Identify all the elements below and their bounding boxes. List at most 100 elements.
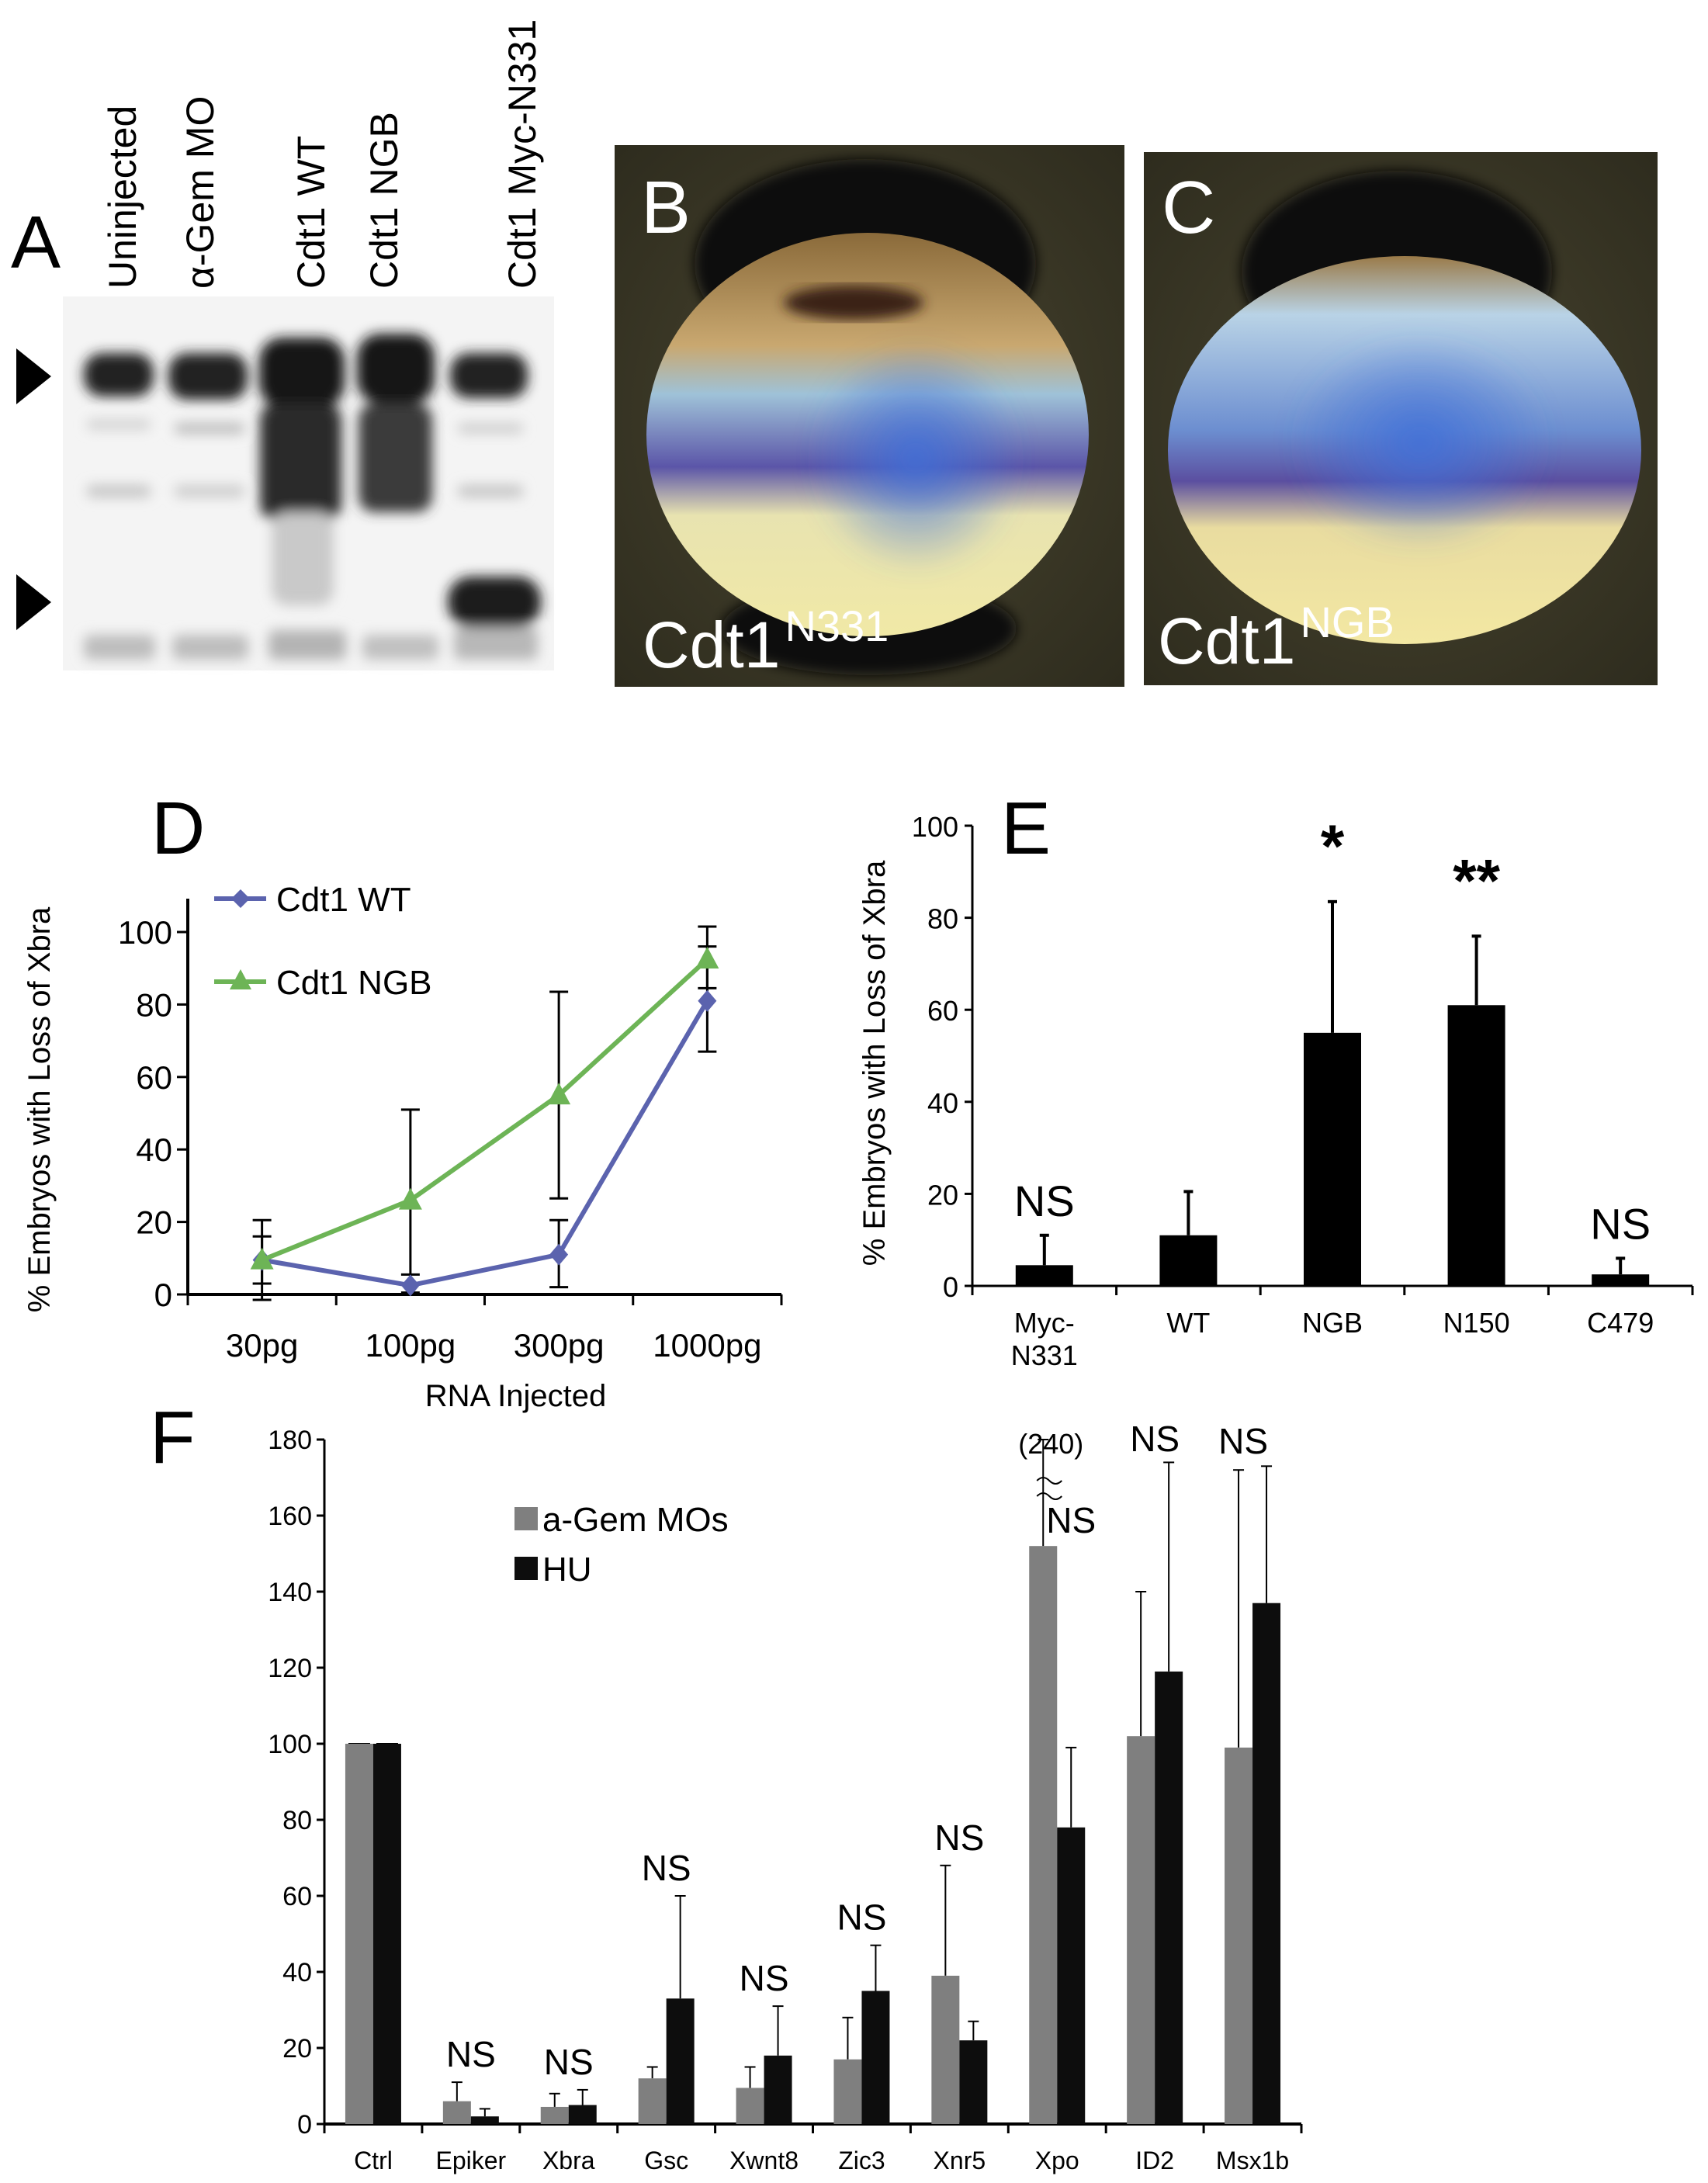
y-tick-label: 100 <box>118 914 172 951</box>
significance-label: NS <box>1130 1419 1180 1459</box>
significance-label: * <box>1321 812 1345 880</box>
bar <box>1447 1005 1505 1286</box>
panel-e-letter: E <box>1001 787 1051 870</box>
data-point-diamond <box>698 989 717 1012</box>
y-tick-label: 20 <box>282 2034 312 2063</box>
significance-label: NS <box>837 1897 886 1938</box>
label-main: Cdt1 <box>643 608 780 681</box>
bar-hu <box>568 2105 597 2124</box>
x-tick-label: NGB <box>1302 1307 1363 1339</box>
series-line-0 <box>262 1000 709 1288</box>
gel-bands <box>84 334 541 660</box>
panel-c-letter: C <box>1162 166 1215 249</box>
y-tick-label: 40 <box>136 1131 172 1168</box>
x-tick-label: 100pg <box>365 1327 456 1364</box>
x-tick-label: Epiker <box>435 2147 506 2174</box>
x-tick-label: WT <box>1166 1307 1210 1339</box>
y-tick-label: 40 <box>282 1958 312 1987</box>
panel-b-letter: B <box>641 166 691 249</box>
x-tick-label: Msx1b <box>1216 2147 1289 2174</box>
break-value-label: (240) <box>1018 1428 1083 1460</box>
smear-ngb <box>359 404 432 512</box>
y-tick-label: 0 <box>154 1277 172 1313</box>
x-tick-label: Xwnt8 <box>729 2147 799 2174</box>
significance-label: NS <box>1014 1176 1075 1225</box>
x-tick-label: Xnr5 <box>934 2147 986 2174</box>
x-tick-label: Xpo <box>1035 2147 1079 2174</box>
y-tick-label: 80 <box>282 1806 312 1835</box>
lane-label: Uninjected <box>101 106 144 289</box>
faint-band <box>458 423 523 434</box>
panel-c-label: Cdt1 NGB <box>1158 598 1394 677</box>
panel-a: A Uninjected α-Gem MO Cdt1 WT Cdt1 NGB Cdt1 … <box>11 19 554 670</box>
y-tick-label: 60 <box>927 995 958 1027</box>
y-axis-title: % Embryos with Loss of Xbra <box>857 860 892 1266</box>
faint-band <box>175 423 244 434</box>
panel-d-letter: D <box>151 787 205 870</box>
bar-agem <box>345 1744 373 2124</box>
chart-d: D 0 20 40 60 80 100 30pg 100pg 300pg 1000pg RNA In… <box>23 787 783 1413</box>
bottom-band <box>84 635 155 660</box>
x-tick-label: Zic3 <box>838 2147 885 2174</box>
bar-hu <box>861 1991 890 2124</box>
bar-hu <box>764 2055 792 2124</box>
x-tick-label: Gsc <box>644 2147 688 2174</box>
y-tick-label: 40 <box>927 1087 958 1119</box>
bar-hu <box>1155 1671 1183 2124</box>
panel-f-letter: F <box>150 1396 196 1479</box>
chart-e: E 0 20 40 60 80 100 % Embryos with Loss of Xbr… <box>857 787 1694 1371</box>
significance-label: NS <box>740 1958 789 1998</box>
bar-agem <box>833 2059 862 2124</box>
y-tick-label: 60 <box>136 1059 172 1096</box>
significance-label: NS <box>1218 1421 1268 1461</box>
band-myc-lower <box>448 577 541 627</box>
y-tick-label: 0 <box>943 1271 958 1303</box>
x-tick-label: 300pg <box>514 1327 605 1364</box>
x-tick-label: N150 <box>1443 1307 1510 1339</box>
x-axis-title: RNA Injected <box>425 1379 606 1413</box>
bar-agem <box>442 2101 471 2124</box>
y-tick-label: 20 <box>136 1204 172 1241</box>
label-sup: N331 <box>785 601 889 650</box>
panel-c: C Cdt1 NGB <box>1144 152 1658 685</box>
bar-agem <box>540 2106 569 2124</box>
label-main: Cdt1 <box>1158 605 1295 677</box>
y-tick-label: 100 <box>912 811 958 843</box>
y-axis-title: % Embryos with Loss of Xbra <box>23 906 57 1312</box>
legend-label: Cdt1 NGB <box>276 964 432 1002</box>
data-point-diamond <box>549 1243 569 1266</box>
significance-label: NS <box>934 1817 984 1858</box>
faint-band <box>458 485 523 497</box>
lane-labels: Uninjected α-Gem MO Cdt1 WT Cdt1 NGB Cdt1 My… <box>101 19 544 289</box>
smear-wt-tail <box>272 512 334 605</box>
panel-b-label: Cdt1 N331 <box>643 601 889 681</box>
bar-agem <box>931 1975 960 2124</box>
faint-band <box>87 419 151 430</box>
chart-f: F 0 20 40 60 80 100 120 140 160 180 Ctrl Epiker Xbra… <box>150 1396 1303 2174</box>
bar-agem <box>638 2078 667 2124</box>
x-tick-label: C479 <box>1587 1307 1654 1339</box>
significance-label: NS <box>642 1848 691 1888</box>
bottom-band <box>172 635 248 660</box>
y-tick-label: 0 <box>297 2110 312 2140</box>
arrow-upper-icon <box>16 348 51 404</box>
legend-marker-triangle <box>230 969 251 989</box>
smear-wt <box>260 404 341 520</box>
y-tick-label: 100 <box>268 1730 312 1759</box>
legend-marker-diamond <box>231 889 250 908</box>
significance-label: NS <box>1590 1199 1651 1248</box>
significance-label: NS <box>544 2042 594 2082</box>
legend-label: Cdt1 WT <box>276 881 411 919</box>
x-tick-label: ID2 <box>1135 2147 1174 2174</box>
x-tick-label: N331 <box>1011 1339 1078 1371</box>
data-point-triangle <box>695 947 719 969</box>
stain <box>1288 334 1552 551</box>
legend-swatch-hu <box>514 1557 538 1580</box>
x-tick-label: 30pg <box>226 1327 298 1364</box>
bar <box>1159 1235 1218 1286</box>
x-tick-label: Myc- <box>1014 1307 1075 1339</box>
bottom-band <box>268 630 346 660</box>
band-agem <box>168 353 248 400</box>
legend-label: HU <box>542 1551 592 1589</box>
